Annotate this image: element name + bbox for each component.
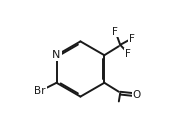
Text: Br: Br (34, 86, 46, 96)
Text: F: F (113, 27, 118, 37)
Text: O: O (132, 90, 140, 99)
Text: F: F (125, 49, 131, 59)
Text: F: F (129, 34, 135, 44)
Text: N: N (52, 50, 61, 60)
